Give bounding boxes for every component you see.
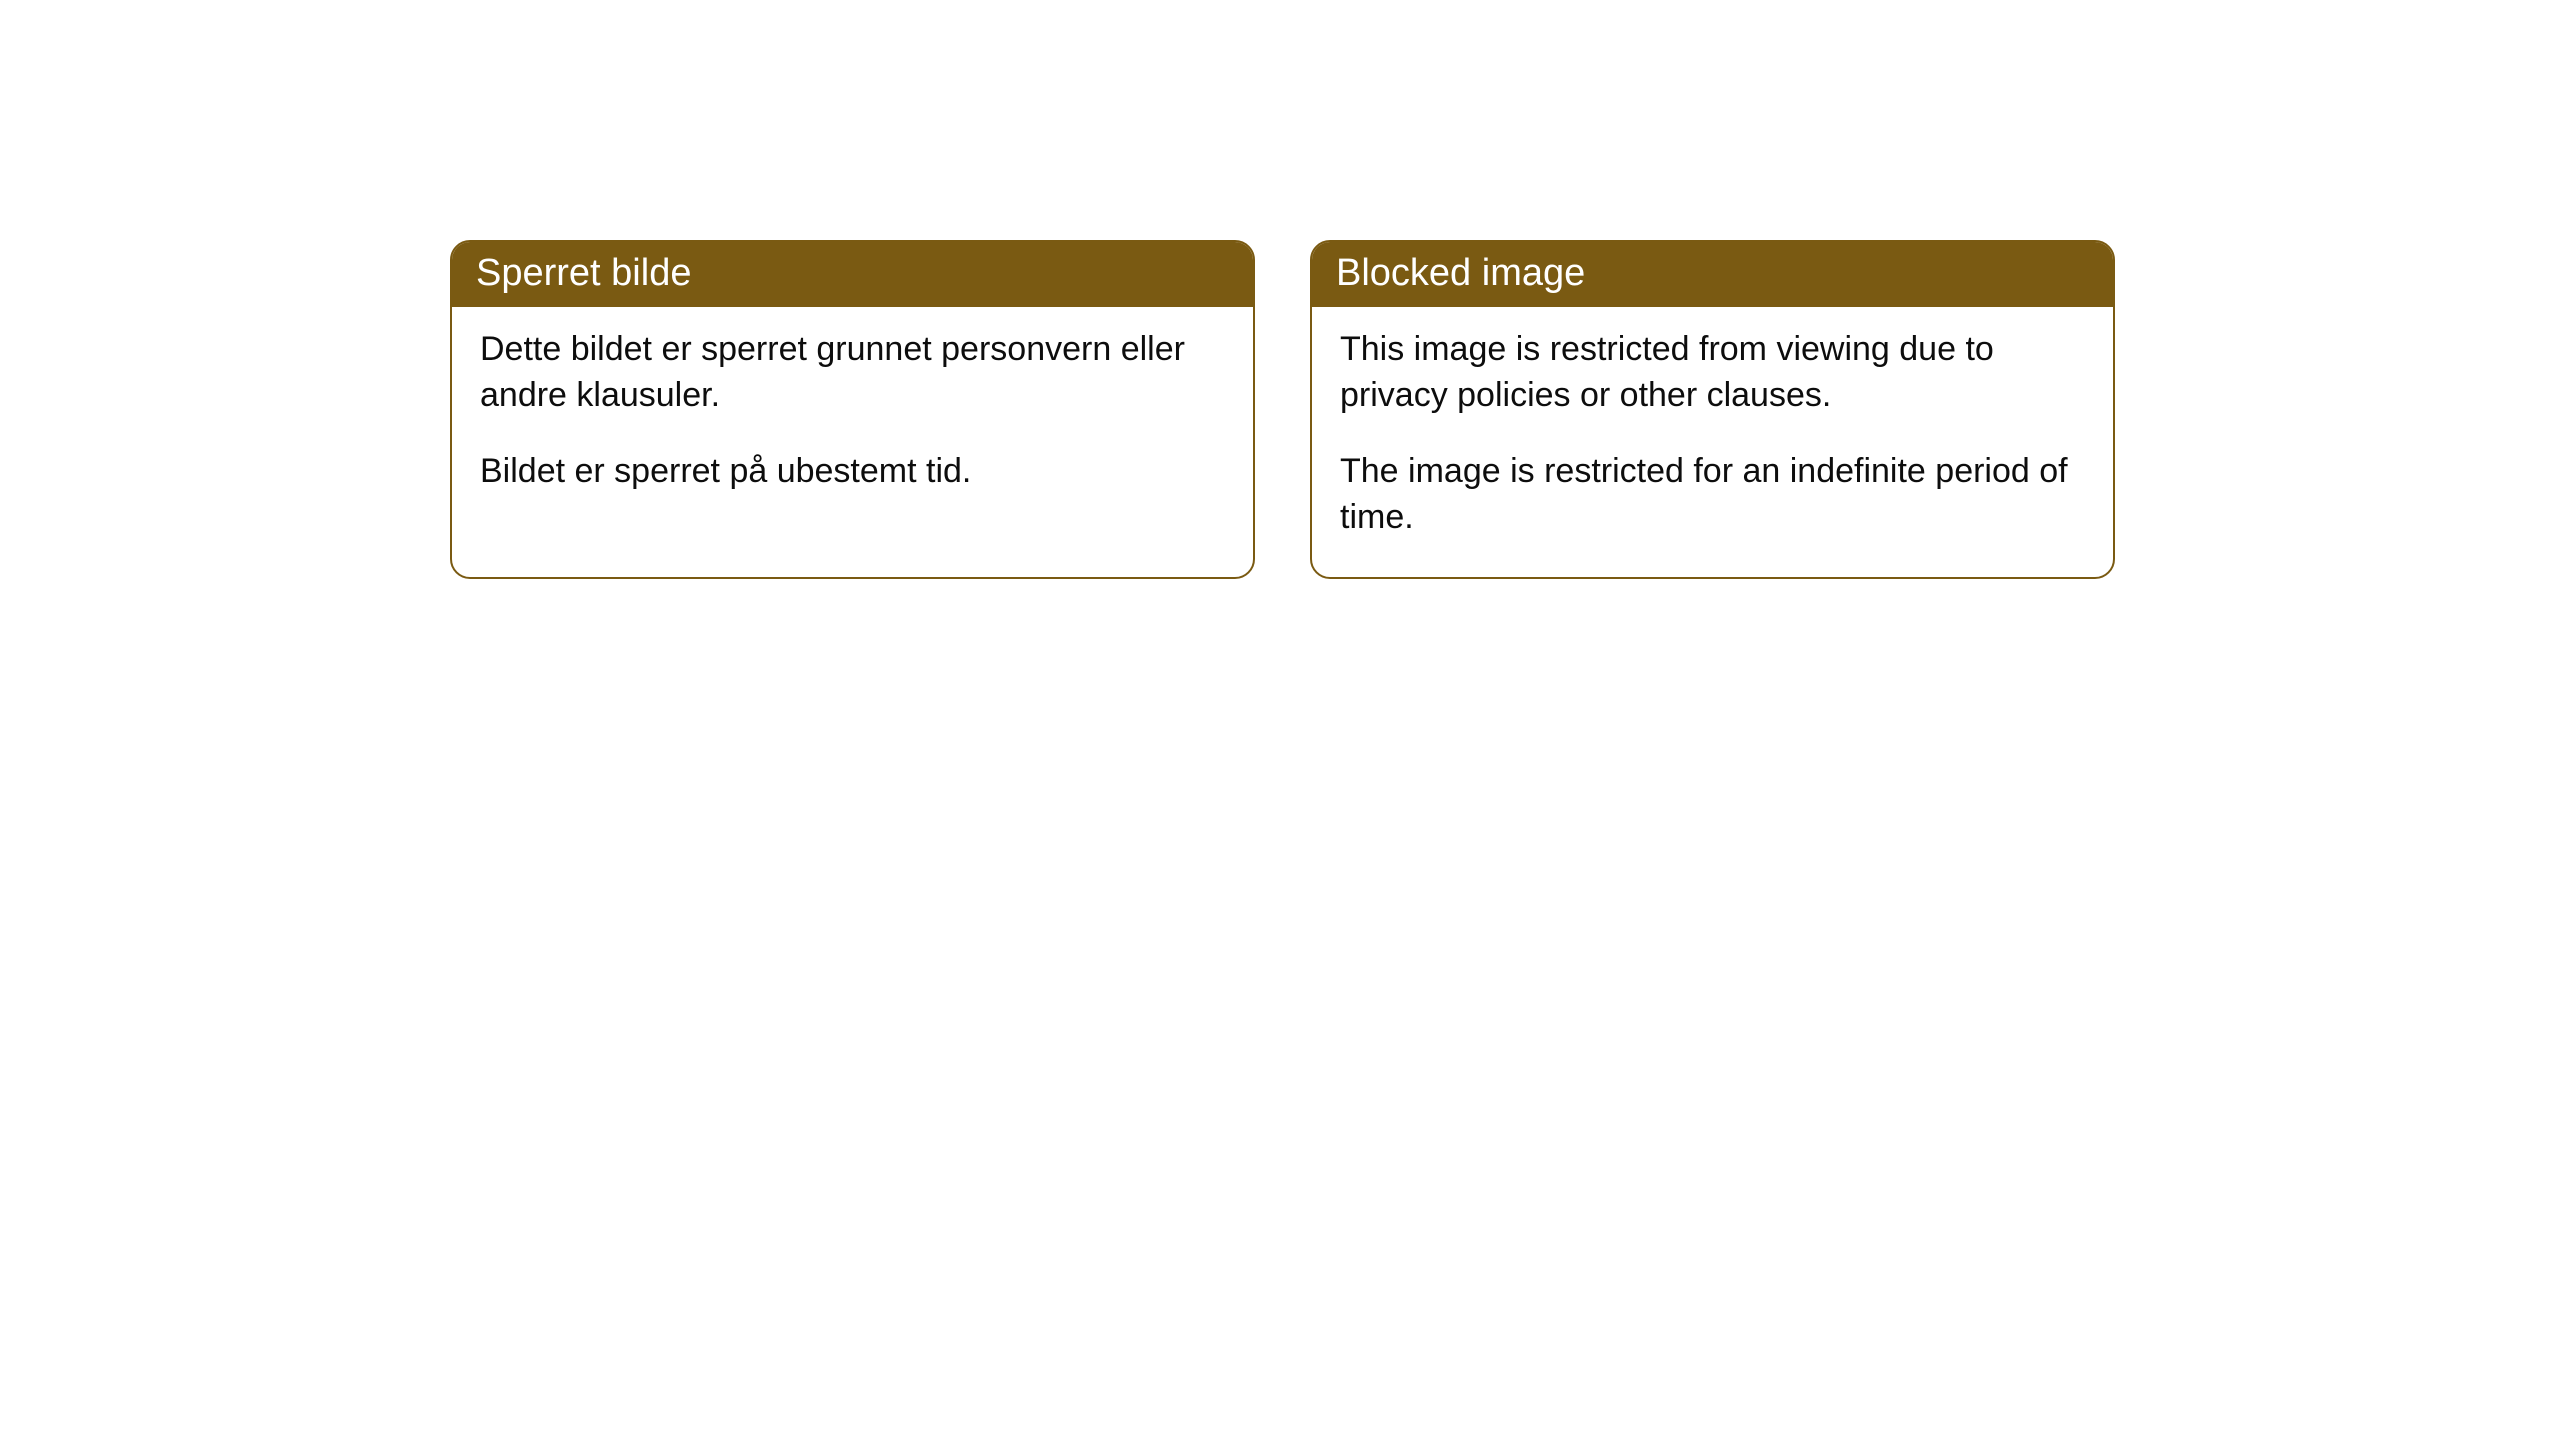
card-body-english: This image is restricted from viewing du… (1312, 307, 2113, 577)
notice-paragraph: Dette bildet er sperret grunnet personve… (480, 327, 1225, 419)
notice-cards-container: Sperret bilde Dette bildet er sperret gr… (0, 0, 2560, 579)
blocked-image-card-norwegian: Sperret bilde Dette bildet er sperret gr… (450, 240, 1255, 579)
notice-paragraph: This image is restricted from viewing du… (1340, 327, 2085, 419)
card-header-english: Blocked image (1312, 242, 2113, 307)
card-body-norwegian: Dette bildet er sperret grunnet personve… (452, 307, 1253, 531)
card-header-norwegian: Sperret bilde (452, 242, 1253, 307)
notice-paragraph: The image is restricted for an indefinit… (1340, 449, 2085, 541)
notice-paragraph: Bildet er sperret på ubestemt tid. (480, 449, 1225, 495)
blocked-image-card-english: Blocked image This image is restricted f… (1310, 240, 2115, 579)
